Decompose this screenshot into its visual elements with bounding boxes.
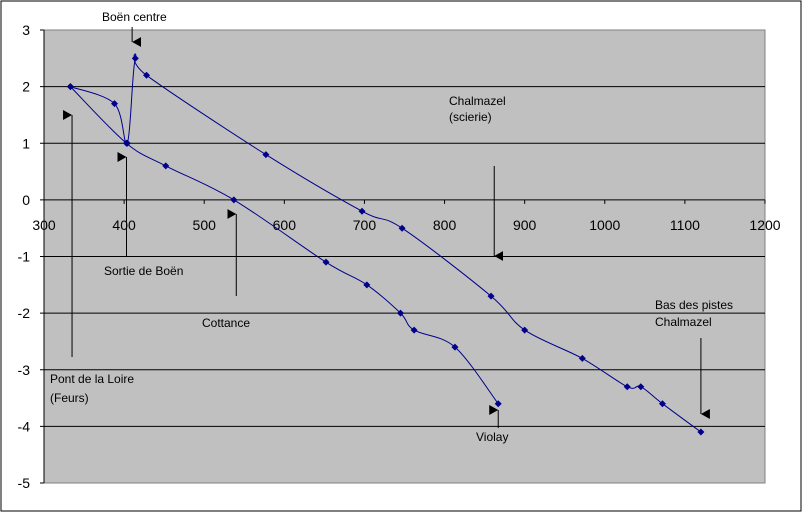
- data-point: [697, 428, 705, 436]
- data-point: [637, 383, 645, 391]
- data-point: [398, 224, 406, 232]
- y-tick-label: -5: [18, 475, 31, 491]
- data-point: [262, 151, 270, 159]
- data-point: [487, 292, 495, 300]
- x-tick-label: 1100: [670, 217, 700, 233]
- data-point: [451, 343, 459, 351]
- x-tick-label: 300: [32, 217, 56, 233]
- series-layer: [66, 53, 705, 436]
- y-tick-label: -2: [18, 305, 31, 321]
- data-point: [578, 354, 586, 362]
- annotation-arrows: [63, 27, 710, 428]
- data-point: [123, 139, 131, 147]
- data-point: [66, 83, 74, 91]
- grid-lines: [44, 86, 765, 427]
- x-tick-label: 1200: [749, 217, 780, 233]
- data-point: [410, 326, 418, 334]
- data-point: [521, 326, 529, 334]
- annotation-bas-des-pistes-line1: Bas des pistes: [655, 298, 733, 312]
- y-tick-label: 0: [22, 192, 30, 208]
- x-tick-label: 400: [112, 217, 136, 233]
- series-line: [70, 53, 702, 433]
- series-1: [66, 53, 705, 436]
- axes: [40, 29, 766, 484]
- y-tick-labels: 3 2 1 0 -1 -2 -3 -4 -5: [18, 22, 31, 491]
- annotation-cottance: Cottance: [202, 316, 250, 330]
- data-point: [396, 309, 404, 317]
- x-tick-label: 800: [433, 217, 457, 233]
- data-point: [322, 258, 330, 266]
- series-line: [70, 86, 499, 405]
- x-tick-labels: 300 400 500 600 700 800 900 1000 1100 1200: [32, 217, 780, 233]
- annotation-bas-des-pistes-line2: Chalmazel: [655, 315, 712, 329]
- y-tick-label: 2: [22, 79, 30, 95]
- data-point: [363, 281, 371, 289]
- data-point: [143, 71, 151, 79]
- x-tick-label: 900: [513, 217, 537, 233]
- data-point: [131, 54, 139, 62]
- y-tick-label: 1: [22, 135, 30, 151]
- y-tick-label: -4: [18, 418, 31, 434]
- x-tick-label: 700: [353, 217, 377, 233]
- data-point: [230, 196, 238, 204]
- annotation-chalmazel-scierie-line1: Chalmazel: [449, 94, 506, 108]
- x-tick-label: 1000: [589, 217, 620, 233]
- y-tick-label: -3: [18, 362, 31, 378]
- x-tick-label: 600: [273, 217, 297, 233]
- data-point: [623, 383, 631, 391]
- data-point: [358, 207, 366, 215]
- data-point: [162, 162, 170, 170]
- annotation-boen-centre: Boën centre: [102, 10, 167, 24]
- y-tick-label: 3: [22, 22, 30, 38]
- annotation-violay: Violay: [476, 430, 508, 444]
- annotation-chalmazel-scierie-line2: (scierie): [449, 110, 492, 124]
- annotation-pont-de-la-loire-line2: (Feurs): [50, 391, 89, 405]
- data-point: [658, 400, 666, 408]
- annotation-sortie-de-boen: Sortie de Boën: [104, 264, 183, 278]
- y-tick-label: -1: [18, 249, 31, 265]
- x-tick-label: 500: [193, 217, 217, 233]
- annotation-pont-de-la-loire-line1: Pont de la Loire: [50, 372, 134, 386]
- data-point: [110, 100, 118, 108]
